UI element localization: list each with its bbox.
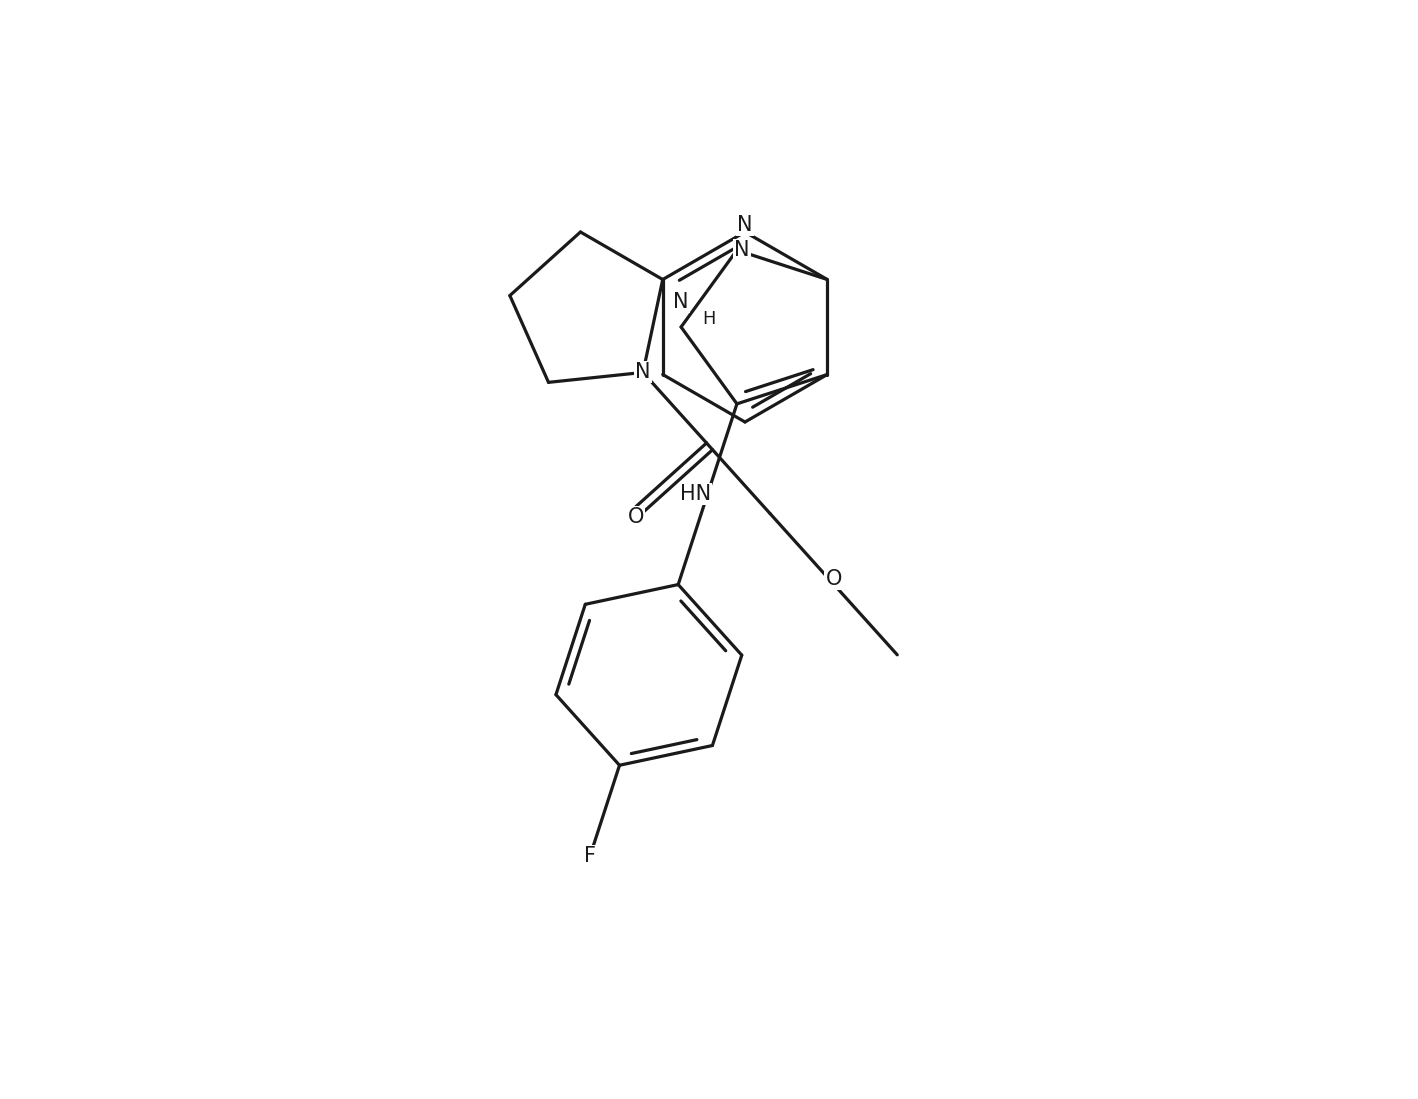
Text: H: H [702,310,716,328]
Text: N: N [737,215,753,235]
Text: N: N [635,363,651,382]
Text: O: O [628,507,644,526]
Text: F: F [584,845,596,866]
Text: N: N [674,292,689,312]
Text: O: O [825,569,842,589]
Text: N: N [735,241,750,260]
Text: HN: HN [681,485,712,504]
